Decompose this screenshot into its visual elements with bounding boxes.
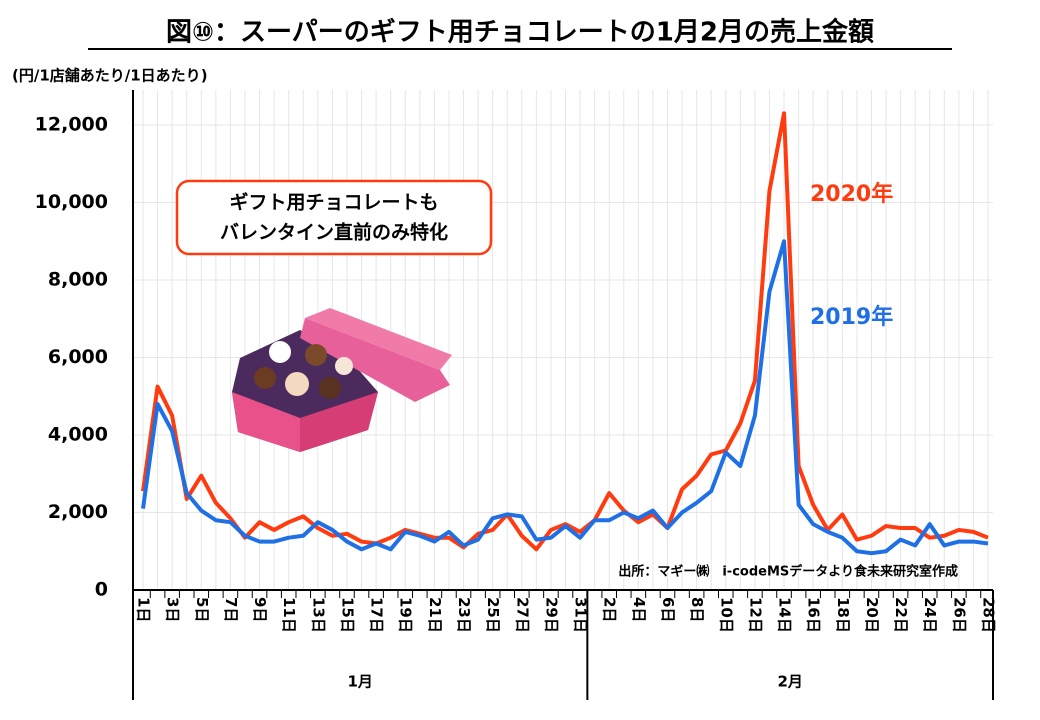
series-label: 2020年 xyxy=(810,181,893,207)
x-tick-label: 9日 xyxy=(251,597,269,622)
y-tick-label: 0 xyxy=(95,579,108,601)
x-tick-label: 29日 xyxy=(542,597,560,633)
x-tick-label: 16日 xyxy=(805,597,823,633)
y-tick-label: 8,000 xyxy=(48,269,108,291)
x-tick-label: 23日 xyxy=(455,597,473,633)
x-tick-label: 5日 xyxy=(193,597,211,622)
x-tick-label: 4日 xyxy=(630,597,648,622)
x-tick-label: 13日 xyxy=(309,597,327,633)
annotation: ギフト用チョコレートも バレンタイン直前のみ特化 xyxy=(175,179,493,256)
month-label: 2月 xyxy=(777,673,802,691)
y-tick-label: 4,000 xyxy=(48,424,108,446)
y-unit-label: (円/1店舗あたり/1日あたり) xyxy=(12,67,208,85)
y-tick-label: 6,000 xyxy=(48,346,108,368)
x-tick-label: 11日 xyxy=(280,597,298,633)
x-tick-label: 8日 xyxy=(688,597,706,622)
x-tick-label: 6日 xyxy=(659,597,677,622)
x-tick-label: 3日 xyxy=(164,597,182,622)
y-tick-label: 10,000 xyxy=(35,191,108,213)
x-tick-label: 15日 xyxy=(338,597,356,633)
x-tick-label: 24日 xyxy=(921,597,939,633)
y-tick-label: 2,000 xyxy=(48,501,108,523)
x-tick-label: 12日 xyxy=(746,597,764,633)
chocolate-illustration xyxy=(232,308,452,452)
x-tick-label: 25日 xyxy=(484,597,502,633)
x-tick-label: 31日 xyxy=(572,597,590,633)
x-tick-label: 26日 xyxy=(950,597,968,633)
chart-title: 図⑩：スーパーのギフト用チョコレートの1月2月の売上金額 xyxy=(166,17,874,48)
annotation-line: ギフト用チョコレートも xyxy=(229,192,438,214)
x-tick-label: 18日 xyxy=(834,597,852,633)
x-tick-label: 14日 xyxy=(776,597,794,633)
x-tick-label: 19日 xyxy=(397,597,415,633)
month-label: 1月 xyxy=(347,673,372,691)
x-tick-label: 22日 xyxy=(892,597,910,633)
axes: 1日 3日 5日 7日 9日 11日 13日 15日 17日 19日 21日 23日 25日 27日 29日… xyxy=(132,90,998,700)
y-tick-label: 12,000 xyxy=(35,114,108,136)
source-note: 出所：マギー㈱ i-codeMSデータより食未来研究室作成 xyxy=(618,564,958,580)
x-tick-label: 28日 xyxy=(980,597,998,633)
x-tick-label: 1日 xyxy=(135,597,153,622)
annotation-line: バレンタイン直前のみ特化 xyxy=(220,221,448,244)
annotation-box xyxy=(175,179,493,256)
x-tick-label: 27日 xyxy=(513,597,531,633)
x-tick-label: 21日 xyxy=(426,597,444,633)
x-tick-label: 10日 xyxy=(717,597,735,633)
x-tick-label: 2日 xyxy=(601,597,619,622)
series-line xyxy=(141,239,989,556)
x-tick-label: 20日 xyxy=(863,597,881,633)
x-tick-label: 7日 xyxy=(222,597,240,622)
x-tick-label: 17日 xyxy=(368,597,386,633)
series-label: 2019年 xyxy=(810,304,893,330)
